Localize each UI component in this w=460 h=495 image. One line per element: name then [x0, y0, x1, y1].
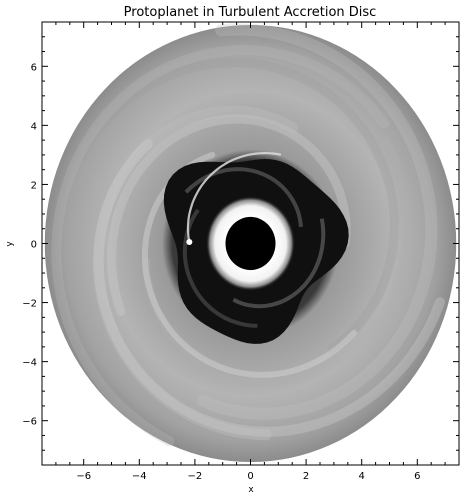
y-tick-label: −2: [22, 299, 37, 310]
swirl-streak: [92, 105, 299, 441]
swirl-streak: [93, 138, 445, 437]
x-tick-label: 4: [359, 471, 365, 482]
x-tick-label: 0: [247, 471, 253, 482]
swirl-streak: [73, 57, 399, 353]
swirl-streak: [107, 114, 351, 316]
y-tick-label: 0: [31, 240, 37, 251]
y-tick-label: 6: [31, 62, 37, 73]
protoplanet: [186, 239, 193, 246]
y-tick-label: 4: [31, 121, 37, 132]
y-tick-label: −6: [22, 417, 37, 428]
y-axis-label: y: [5, 241, 15, 247]
x-tick-label: 6: [414, 471, 420, 482]
gap-wisp: [232, 218, 326, 309]
x-tick-label: −2: [188, 471, 203, 482]
x-axis-ticks: −6 −4 −2 0 2 4 6: [41, 22, 460, 482]
swirl-streak: [196, 23, 438, 420]
plot-title: Protoplanet in Turbulent Accretion Disc: [124, 5, 377, 20]
x-tick-label: 2: [303, 471, 309, 482]
x-tick-label: −4: [132, 471, 147, 482]
swirl-streak: [51, 45, 390, 446]
spiral-swirls: [51, 23, 445, 446]
protoplanet-stream: [186, 151, 282, 243]
x-tick-label: −6: [76, 471, 91, 482]
y-tick-label: 2: [31, 180, 37, 191]
x-axis-label: x: [248, 485, 254, 495]
y-axis-ticks: −6 −4 −2 0 2 4 6: [22, 21, 459, 466]
inner-hole: [225, 216, 276, 271]
y-tick-label: −4: [22, 358, 37, 369]
disc-image: [44, 23, 457, 463]
